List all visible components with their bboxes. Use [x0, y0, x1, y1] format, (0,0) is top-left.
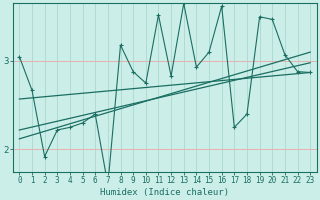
X-axis label: Humidex (Indice chaleur): Humidex (Indice chaleur): [100, 188, 229, 197]
